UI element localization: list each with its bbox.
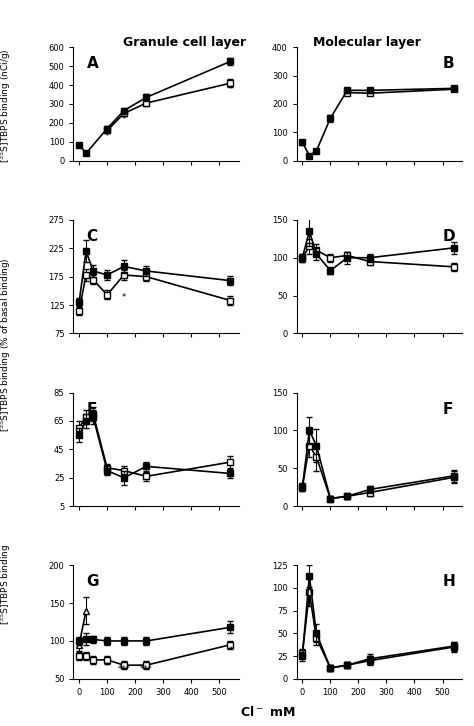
- Text: *: *: [122, 293, 126, 302]
- Text: C: C: [87, 229, 98, 244]
- Text: *: *: [122, 115, 126, 124]
- Text: Cl$^-$ mM: Cl$^-$ mM: [240, 705, 295, 719]
- Text: *: *: [228, 645, 233, 655]
- Text: G: G: [87, 574, 99, 590]
- Text: ***: ***: [118, 665, 130, 674]
- Text: *: *: [228, 84, 233, 94]
- Text: *: *: [105, 662, 109, 672]
- Text: H: H: [442, 574, 455, 590]
- Text: $[^{35}$S]TBPS binding (% of basal binding): $[^{35}$S]TBPS binding (% of basal bindi…: [0, 258, 13, 432]
- Text: A: A: [87, 57, 99, 71]
- Text: D: D: [442, 229, 455, 244]
- Text: F: F: [442, 401, 453, 417]
- Text: $[^{35}$S]TBPS binding (nCi/g): $[^{35}$S]TBPS binding (nCi/g): [0, 48, 13, 163]
- Text: E: E: [87, 401, 97, 417]
- Text: B: B: [442, 57, 454, 71]
- Text: Granule cell layer: Granule cell layer: [123, 36, 246, 49]
- Text: Molecular layer: Molecular layer: [313, 36, 421, 49]
- Text: $[^{35}$S]TBPS binding: $[^{35}$S]TBPS binding: [0, 544, 13, 625]
- Text: ***: ***: [140, 665, 153, 674]
- Text: *: *: [105, 132, 109, 141]
